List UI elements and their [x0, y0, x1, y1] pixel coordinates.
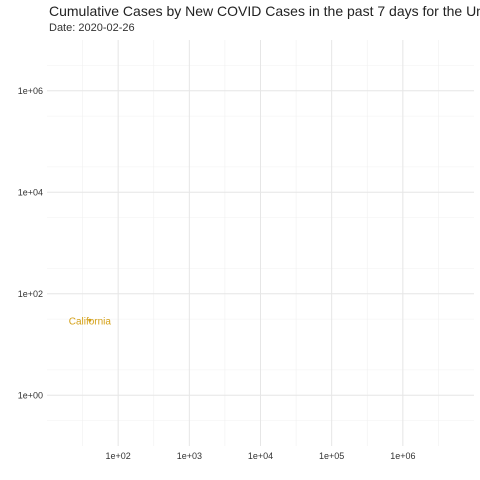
- y-tick-label: 1e+04: [18, 187, 43, 197]
- x-tick-label: 1e+06: [390, 451, 415, 461]
- chart-subtitle: Date: 2020-02-26: [49, 22, 135, 34]
- x-tick-label: 1e+03: [177, 451, 202, 461]
- data-point: [88, 318, 92, 322]
- chart-title: Cumulative Cases by New COVID Cases in t…: [49, 3, 480, 19]
- x-tick-label: 1e+02: [106, 451, 131, 461]
- tick-labels: 1e+02 1e+03 1e+04 1e+05 1e+06 1e+00 1e+02 1e+04…: [18, 86, 416, 461]
- x-tick-label: 1e+05: [319, 451, 344, 461]
- data-points: California: [69, 316, 112, 327]
- data-point-label: California: [69, 316, 112, 327]
- y-tick-label: 1e+00: [18, 390, 43, 400]
- y-tick-label: 1e+02: [18, 289, 43, 299]
- x-tick-label: 1e+04: [248, 451, 273, 461]
- gridlines: [47, 40, 474, 446]
- y-tick-label: 1e+06: [18, 86, 43, 96]
